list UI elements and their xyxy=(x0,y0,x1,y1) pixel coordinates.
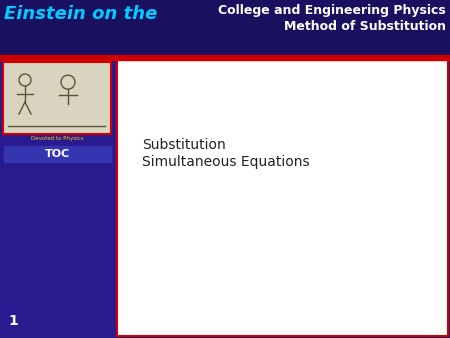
Text: Simultaneous Equations: Simultaneous Equations xyxy=(142,155,310,169)
Bar xyxy=(0,60,115,338)
Text: Devoted to Physics: Devoted to Physics xyxy=(31,136,84,141)
Text: Method of Substitution: Method of Substitution xyxy=(284,20,446,33)
Bar xyxy=(4,146,111,162)
Text: 1: 1 xyxy=(8,314,18,328)
Text: Substitution: Substitution xyxy=(142,138,226,152)
Bar xyxy=(117,60,448,336)
Text: College and Engineering Physics: College and Engineering Physics xyxy=(218,4,446,17)
Bar xyxy=(3,62,111,134)
Text: TOC: TOC xyxy=(45,149,70,159)
Text: Einstein on the: Einstein on the xyxy=(4,5,164,23)
Bar xyxy=(0,55,450,60)
